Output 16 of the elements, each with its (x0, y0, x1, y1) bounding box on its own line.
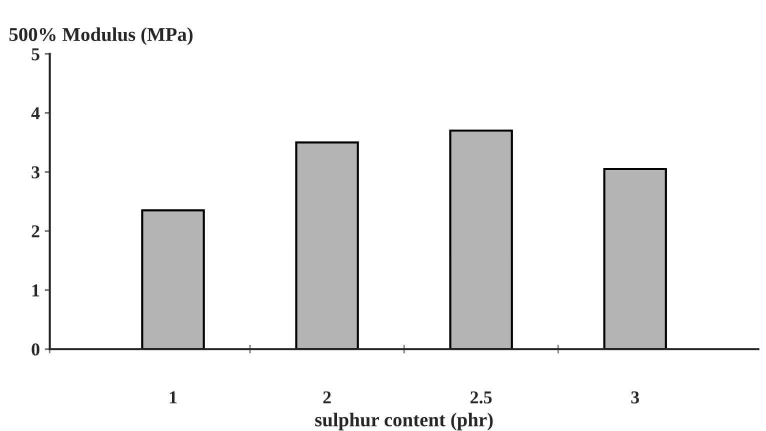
x-tick-label: 1 (170, 391, 177, 404)
y-tick-label: 3 (32, 166, 40, 178)
bar (141, 209, 205, 350)
y-axis-title: 500% Modulus (MPa) (9, 27, 193, 46)
y-tick-label: 4 (31, 107, 40, 120)
x-axis-title: sulphur content (phr) (315, 412, 493, 430)
bar (295, 141, 359, 350)
x-tick-label: 3 (631, 391, 640, 404)
bar (603, 168, 667, 350)
y-tick-label: 2 (32, 225, 40, 238)
y-tick-label: 0 (32, 343, 40, 356)
y-tick-label: 5 (32, 48, 40, 60)
y-tick-label: 1 (32, 284, 40, 296)
x-tick-label: 2 (323, 391, 331, 404)
bar (449, 130, 513, 350)
x-tick-label: 2.5 (470, 391, 492, 404)
